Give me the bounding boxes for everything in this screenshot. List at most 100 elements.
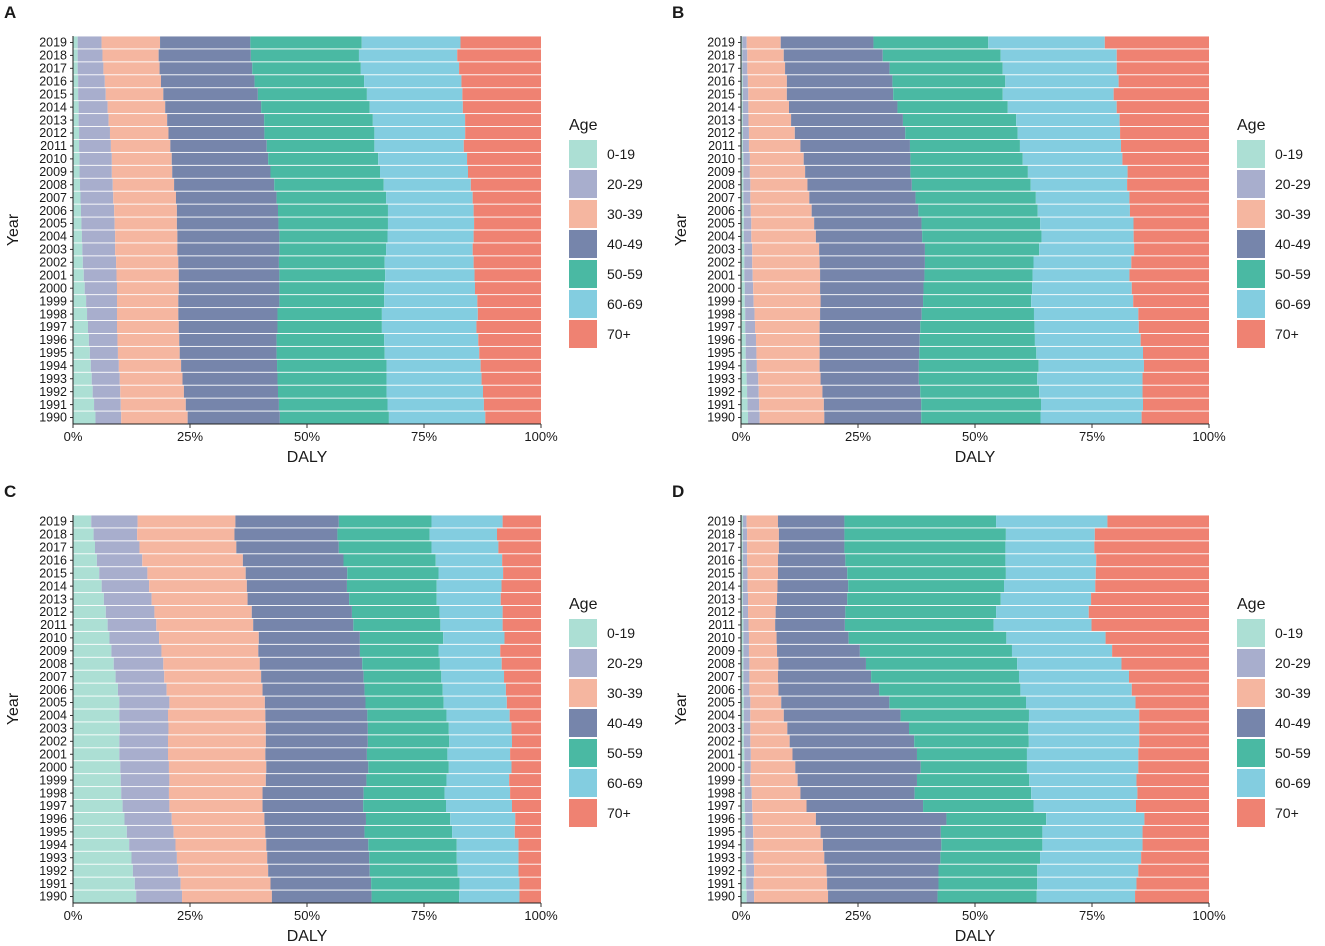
bar-segment-d-1991-70+: [1136, 877, 1209, 890]
bar-segment-c-1994-70+: [518, 838, 541, 851]
legend-swatch-40-49: [1237, 230, 1265, 258]
legend-swatch-20-29: [1237, 170, 1265, 198]
bar-segment-b-1995-50-59: [919, 346, 1037, 359]
bar-segment-a-1993-60-69: [386, 372, 482, 385]
bar-segment-c-2017-70+: [498, 541, 541, 554]
bar-segment-a-2016-70+: [461, 75, 541, 88]
bar-segment-b-2016-40-49: [786, 75, 893, 88]
bar-segment-a-1999-60-69: [384, 295, 478, 308]
y-tick-label: 2003: [707, 722, 735, 736]
bar-segment-d-2005-70+: [1135, 696, 1209, 709]
bar-segment-b-2006-40-49: [811, 204, 919, 217]
bar-segment-d-2006-30-39: [749, 683, 779, 696]
bar-segment-d-1991-20-29: [746, 877, 754, 890]
bar-segment-a-2013-30-39: [108, 114, 168, 127]
bar-segment-a-2002-50-59: [278, 256, 385, 269]
bar-segment-a-2010-0-19: [73, 152, 80, 165]
bar-segment-d-2001-0-19: [741, 748, 745, 761]
legend-swatch-0-19: [569, 140, 597, 168]
bar-segment-d-1991-50-59: [938, 877, 1038, 890]
y-tick-label: 2011: [40, 618, 67, 632]
bar-segment-a-1991-70+: [483, 398, 541, 411]
bar-segment-a-2004-60-69: [387, 230, 474, 243]
bar-segment-b-2019-40-49: [780, 36, 874, 49]
bar-segment-d-2018-70+: [1094, 528, 1209, 541]
y-tick-label: 2017: [39, 541, 67, 555]
bar-segment-b-2019-50-59: [873, 36, 989, 49]
legend-swatch-50-59: [1237, 260, 1265, 288]
bar-segment-a-1991-60-69: [387, 398, 484, 411]
bar-segment-d-2009-70+: [1112, 644, 1209, 657]
bar-segment-c-2001-70+: [510, 748, 541, 761]
bar-segment-c-1991-50-59: [371, 877, 460, 890]
bar-segment-a-1995-50-59: [276, 346, 385, 359]
y-tick-label: 1990: [39, 890, 67, 904]
bar-segment-a-1995-70+: [479, 346, 541, 359]
bar-segment-b-2009-30-39: [749, 165, 806, 178]
bar-segment-b-1996-20-29: [745, 333, 756, 346]
bar-segment-a-2001-70+: [474, 269, 541, 282]
bar-segment-d-2011-0-19: [741, 618, 744, 631]
bar-segment-b-1993-70+: [1142, 372, 1209, 385]
bar-segment-c-2012-30-39: [154, 605, 252, 619]
bar-segment-c-1993-20-29: [131, 851, 177, 864]
bar-segment-b-1990-20-29: [748, 411, 760, 424]
bar-segment-c-2009-0-19: [73, 644, 112, 657]
bar-segment-a-2000-60-69: [384, 282, 476, 295]
bar-segment-c-1997-30-39: [169, 799, 263, 813]
bar-segment-a-2004-0-19: [73, 230, 82, 243]
y-tick-label: 1996: [39, 333, 67, 347]
bar-segment-c-1994-40-49: [266, 838, 369, 851]
bar-segment-d-1996-20-29: [745, 812, 753, 825]
bar-segment-a-2010-50-59: [268, 152, 379, 165]
bar-segment-b-2002-60-69: [1033, 256, 1132, 269]
bar-segment-c-1997-70+: [511, 799, 541, 813]
bar-segment-a-1995-60-69: [384, 346, 480, 359]
bar-segment-c-1992-50-59: [369, 864, 458, 877]
x-axis-title: DALY: [955, 928, 996, 945]
bar-segment-c-2004-40-49: [265, 709, 368, 722]
bar-segment-a-1998-40-49: [178, 308, 278, 321]
bar-segment-b-2013-70+: [1119, 114, 1209, 127]
y-tick-label: 1994: [707, 359, 735, 373]
bar-segment-a-2019-40-49: [160, 36, 251, 49]
x-tick-label: 50%: [294, 429, 320, 444]
bar-segment-c-1994-20-29: [129, 838, 176, 851]
bar-segment-d-2016-20-29: [742, 554, 748, 567]
legend-label: 0-19: [607, 625, 635, 641]
bar-segment-c-2003-40-49: [265, 722, 368, 735]
bar-segment-c-2016-20-29: [96, 554, 143, 567]
legend-swatch-40-49: [569, 230, 597, 258]
bar-segment-d-2013-20-29: [742, 593, 749, 606]
bar-segment-c-2008-30-39: [163, 657, 260, 670]
bar-segment-c-2008-70+: [501, 657, 541, 670]
bar-segment-c-2002-0-19: [73, 735, 120, 748]
bar-segment-d-1992-70+: [1138, 864, 1209, 877]
bar-segment-a-2014-50-59: [261, 101, 370, 114]
bar-segment-b-1991-60-69: [1040, 398, 1144, 411]
y-tick-label: 1992: [39, 864, 67, 878]
bar-segment-c-1991-20-29: [134, 877, 181, 890]
bar-segment-b-2012-20-29: [742, 126, 749, 140]
bar-segment-c-1997-20-29: [122, 799, 170, 813]
bar-segment-d-2015-40-49: [777, 567, 848, 580]
bar-segment-a-2002-20-29: [82, 256, 117, 269]
y-tick-label: 1991: [39, 877, 67, 891]
y-tick-label: 1999: [39, 294, 67, 308]
bar-segment-d-1998-70+: [1137, 787, 1209, 800]
bar-segment-b-2007-30-39: [750, 191, 810, 204]
y-tick-label: 2003: [707, 243, 735, 257]
bar-segment-d-2012-40-49: [775, 605, 846, 619]
legend-label: 30-39: [607, 206, 643, 222]
bar-segment-c-2013-70+: [500, 593, 541, 606]
bar-segment-b-2018-60-69: [1000, 49, 1117, 62]
bar-segment-a-1991-20-29: [94, 398, 121, 411]
bar-segment-c-2014-60-69: [436, 580, 502, 593]
y-axis-title: Year: [5, 213, 22, 246]
x-tick-label: 0%: [64, 429, 83, 444]
bar-segment-d-2014-30-39: [747, 580, 778, 593]
bar-segment-d-2000-30-39: [750, 761, 796, 774]
bar-segment-a-2017-30-39: [103, 62, 160, 75]
bar-segment-b-2004-40-49: [815, 230, 923, 243]
bar-segment-a-2010-70+: [467, 152, 541, 165]
